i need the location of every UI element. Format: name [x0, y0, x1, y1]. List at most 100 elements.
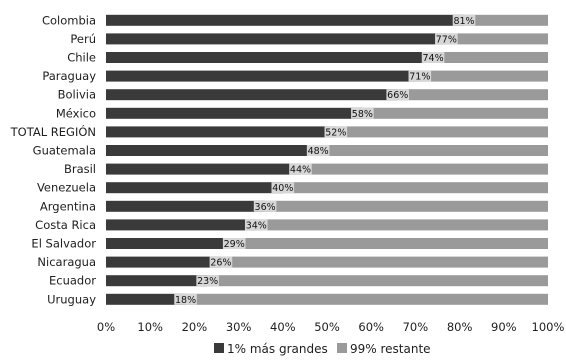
data-label-mexico: 58%: [352, 109, 373, 120]
category-labels: Colombia Perú Chile Paraguay Bolivia México TO…: [10, 13, 97, 306]
data-label-bg-nicaragua: [209, 256, 233, 268]
data-label-costa-rica: 34%: [246, 220, 267, 231]
data-label-bg-bolivia: [386, 89, 410, 101]
data-label-bg-guatemala: [306, 145, 330, 156]
legend-label-rest99: 99% restante: [350, 342, 431, 356]
category-label-uruguay: Uruguay: [47, 292, 96, 306]
data-label-peru: 77%: [436, 34, 457, 45]
bar-total-region-top1: [106, 126, 336, 138]
x-tick-40: 40%: [270, 320, 296, 334]
bar-mexico-rest99: [362, 107, 548, 119]
legend: 1% más grandes 99% restante: [214, 342, 431, 356]
bar-ecuador-top1: [106, 275, 208, 287]
data-label-bg-costa-rica: [244, 219, 268, 231]
category-label-venezuela: Venezuela: [37, 181, 96, 195]
bar-guatemala-rest99: [318, 145, 548, 156]
category-label-paraguay: Paraguay: [42, 69, 96, 83]
x-tick-50: 50%: [314, 320, 340, 334]
data-label-ecuador: 23%: [197, 276, 218, 287]
category-label-brasil: Brasil: [64, 162, 96, 176]
bar-costa-rica-top1: [106, 219, 257, 231]
category-label-total-region: TOTAL REGIÓN: [10, 124, 96, 139]
data-labels: 81% 77% 74% 71%66% 58% 52% 48% 44% 40% 36% 34%29% 2…: [174, 14, 476, 306]
data-label-uruguay: 18%: [175, 295, 196, 306]
bar-argentina-rest99: [265, 200, 548, 212]
bar-venezuela-rest99: [282, 182, 548, 194]
bar-guatemala-top1: [106, 145, 319, 156]
bar-costa-rica-rest99: [256, 219, 548, 231]
x-tick-0: 0%: [97, 320, 115, 334]
data-label-bg-el-salvador: [222, 238, 246, 249]
category-label-colombia: Colombia: [42, 13, 96, 27]
category-label-guatemala: Guatemala: [33, 144, 96, 158]
x-tick-70: 70%: [403, 320, 429, 334]
bar-bolivia-top1: [106, 89, 398, 101]
legend-label-top1: 1% más grandes: [227, 342, 328, 356]
bar-mexico-top1: [106, 107, 363, 119]
category-label-ecuador: Ecuador: [49, 274, 96, 288]
data-label-nicaragua: 26%: [210, 258, 231, 269]
x-tick-10: 10%: [137, 320, 163, 334]
x-tick-100: 100%: [532, 320, 565, 334]
category-label-nicaragua: Nicaragua: [37, 255, 96, 269]
bar-colombia-top1: [106, 14, 465, 26]
bar-uruguay-rest99: [185, 293, 548, 305]
bar-chile-top1: [106, 52, 434, 63]
category-label-peru: Perú: [70, 32, 96, 46]
category-label-argentina: Argentina: [40, 199, 96, 213]
data-label-bg-paraguay: [408, 70, 432, 82]
x-tick-30: 30%: [226, 320, 252, 334]
bar-bolivia-rest99: [397, 89, 548, 101]
bar-peru-rest99: [446, 33, 548, 45]
bar-nicaragua-top1: [106, 256, 221, 268]
data-label-bg-ecuador: [196, 275, 219, 287]
bar-peru-top1: [106, 33, 447, 45]
data-label-chile: 74%: [423, 53, 444, 64]
data-label-argentina: 36%: [255, 202, 276, 213]
data-label-bg-brasil: [289, 163, 312, 175]
data-label-brasil: 44%: [290, 165, 311, 176]
category-label-chile: Chile: [67, 51, 96, 65]
bar-ecuador-rest99: [207, 275, 548, 287]
category-label-bolivia: Bolivia: [58, 88, 96, 102]
legend-swatch-top1: [214, 343, 224, 353]
legend-swatch-rest99: [337, 343, 347, 353]
data-label-bolivia: 66%: [387, 90, 408, 101]
category-label-el-salvador: El Salvador: [31, 237, 96, 251]
data-label-paraguay: 71%: [409, 72, 430, 83]
bar-chile-rest99: [433, 52, 548, 63]
data-label-bg-total-region: [324, 126, 348, 138]
bar-el-salvador-rest99: [234, 238, 548, 249]
bar-el-salvador-top1: [106, 238, 235, 249]
category-label-mexico: México: [56, 106, 96, 120]
bar-uruguay-top1: [106, 293, 186, 305]
data-label-bg-colombia: [452, 14, 476, 26]
bar-paraguay-top1: [106, 70, 420, 82]
bar-venezuela-top1: [106, 182, 283, 194]
bar-brasil-top1: [106, 163, 301, 175]
data-label-guatemala: 48%: [308, 146, 329, 157]
data-label-bg-argentina: [253, 200, 277, 212]
data-label-total-region: 52%: [325, 127, 346, 138]
x-tick-60: 60%: [358, 320, 384, 334]
category-label-costa-rica: Costa Rica: [35, 218, 96, 232]
bar-nicaragua-rest99: [220, 256, 549, 268]
bar-colombia-rest99: [464, 14, 548, 26]
bar-total-region-rest99: [335, 126, 548, 138]
bar-brasil-rest99: [300, 163, 548, 175]
data-label-bg-venezuela: [271, 182, 295, 194]
data-label-bg-chile: [421, 52, 445, 63]
bar-paraguay-rest99: [419, 70, 548, 82]
data-label-bg-mexico: [351, 107, 374, 119]
data-label-el-salvador: 29%: [224, 239, 245, 250]
x-tick-20: 20%: [182, 320, 208, 334]
data-label-colombia: 81%: [453, 16, 474, 27]
x-tick-80: 80%: [447, 320, 473, 334]
bars-group: [106, 14, 549, 305]
x-tick-90: 90%: [491, 320, 517, 334]
bar-argentina-top1: [106, 200, 266, 212]
data-label-bg-uruguay: [174, 293, 197, 305]
data-label-venezuela: 40%: [272, 183, 293, 194]
data-label-bg-peru: [435, 33, 458, 45]
